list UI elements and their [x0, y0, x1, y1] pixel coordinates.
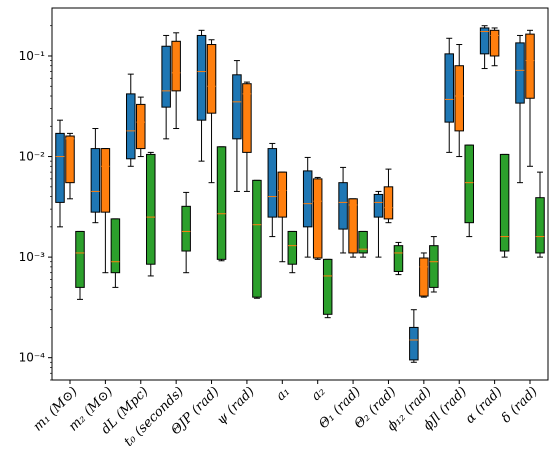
- box-body: [429, 245, 439, 288]
- boxplot-marks: [55, 25, 545, 363]
- box-body: [55, 132, 65, 203]
- box-series-3: [287, 230, 298, 274]
- box-series-3: [393, 241, 404, 276]
- box-series-1: [373, 190, 384, 258]
- y-tick-label: 10⁻⁴: [19, 351, 46, 365]
- box-body: [196, 34, 207, 121]
- box-series-1: [90, 128, 101, 224]
- box-series-1: [161, 34, 171, 140]
- box-body: [419, 257, 429, 297]
- box-body: [110, 218, 121, 274]
- box-series-2: [100, 148, 111, 274]
- box-series-3: [499, 153, 510, 258]
- box-body: [464, 144, 474, 224]
- box-body: [171, 40, 181, 92]
- box-series-1: [479, 25, 490, 70]
- box-body: [100, 148, 111, 213]
- box-series-2: [242, 81, 252, 192]
- box-series-3: [252, 179, 262, 299]
- box-body: [242, 83, 252, 153]
- box-series-1: [232, 60, 242, 192]
- box-body: [90, 148, 101, 213]
- box-series-2: [489, 27, 500, 67]
- box-body: [302, 170, 313, 228]
- box-body: [348, 198, 358, 254]
- box-body: [232, 74, 242, 140]
- box-body: [252, 179, 262, 298]
- box-series-2: [419, 252, 429, 298]
- box-series-3: [146, 151, 156, 277]
- box-series-3: [322, 258, 333, 319]
- box-body: [75, 230, 85, 288]
- box-series-3: [110, 218, 121, 288]
- box-body: [358, 230, 368, 254]
- box-series-3: [181, 191, 191, 274]
- box-series-3: [464, 144, 474, 238]
- box-series-1: [409, 309, 419, 363]
- box-series-2: [206, 39, 217, 184]
- box-series-1: [302, 156, 313, 258]
- box-body: [535, 197, 545, 254]
- box-series-1: [267, 142, 278, 238]
- box-series-1: [444, 37, 454, 153]
- box-body: [206, 44, 217, 114]
- box-series-2: [312, 176, 323, 260]
- box-body: [126, 93, 136, 160]
- box-series-3: [216, 146, 227, 262]
- box-body: [216, 146, 227, 260]
- box-body: [393, 245, 404, 272]
- box-series-1: [126, 73, 136, 167]
- box-series-1: [55, 119, 65, 228]
- box-series-2: [454, 44, 464, 158]
- y-tick-label: 10⁻³: [19, 250, 46, 264]
- box-series-3: [535, 171, 545, 258]
- box-body: [322, 258, 333, 315]
- box-body: [489, 29, 500, 57]
- box-body: [479, 27, 490, 55]
- y-axis: 10⁻⁴ 10⁻³ 10⁻² 10⁻¹: [19, 25, 52, 381]
- box-series-2: [525, 29, 535, 167]
- box-series-3: [429, 236, 439, 293]
- box-series-2: [277, 171, 288, 263]
- box-body: [312, 178, 323, 259]
- box-series-3: [358, 230, 368, 258]
- box-body: [267, 148, 278, 218]
- box-body: [161, 45, 171, 108]
- box-series-1: [196, 29, 207, 162]
- plot-frame: [51, 7, 549, 381]
- box-body: [454, 65, 464, 132]
- box-series-3: [75, 230, 85, 300]
- box-series-2: [383, 168, 394, 224]
- box-body: [277, 171, 288, 218]
- box-body: [136, 103, 146, 150]
- box-series-2: [65, 132, 75, 200]
- y-tick-label: 10⁻²: [19, 150, 46, 164]
- box-body: [146, 153, 156, 265]
- box-series-2: [136, 96, 146, 158]
- box-series-1: [338, 166, 348, 254]
- box-body: [338, 182, 348, 230]
- box-body: [65, 135, 75, 184]
- box-body: [409, 326, 419, 361]
- box-body: [373, 193, 384, 218]
- box-series-2: [171, 32, 181, 130]
- box-body: [525, 33, 535, 99]
- box-series-2: [348, 198, 358, 258]
- box-body: [515, 42, 525, 104]
- box-body: [444, 53, 454, 123]
- box-body: [287, 230, 298, 265]
- box-body: [181, 205, 191, 252]
- y-tick-label: 10⁻¹: [19, 49, 46, 63]
- box-body: [383, 186, 394, 220]
- box-series-1: [515, 34, 525, 184]
- box-body: [499, 153, 510, 252]
